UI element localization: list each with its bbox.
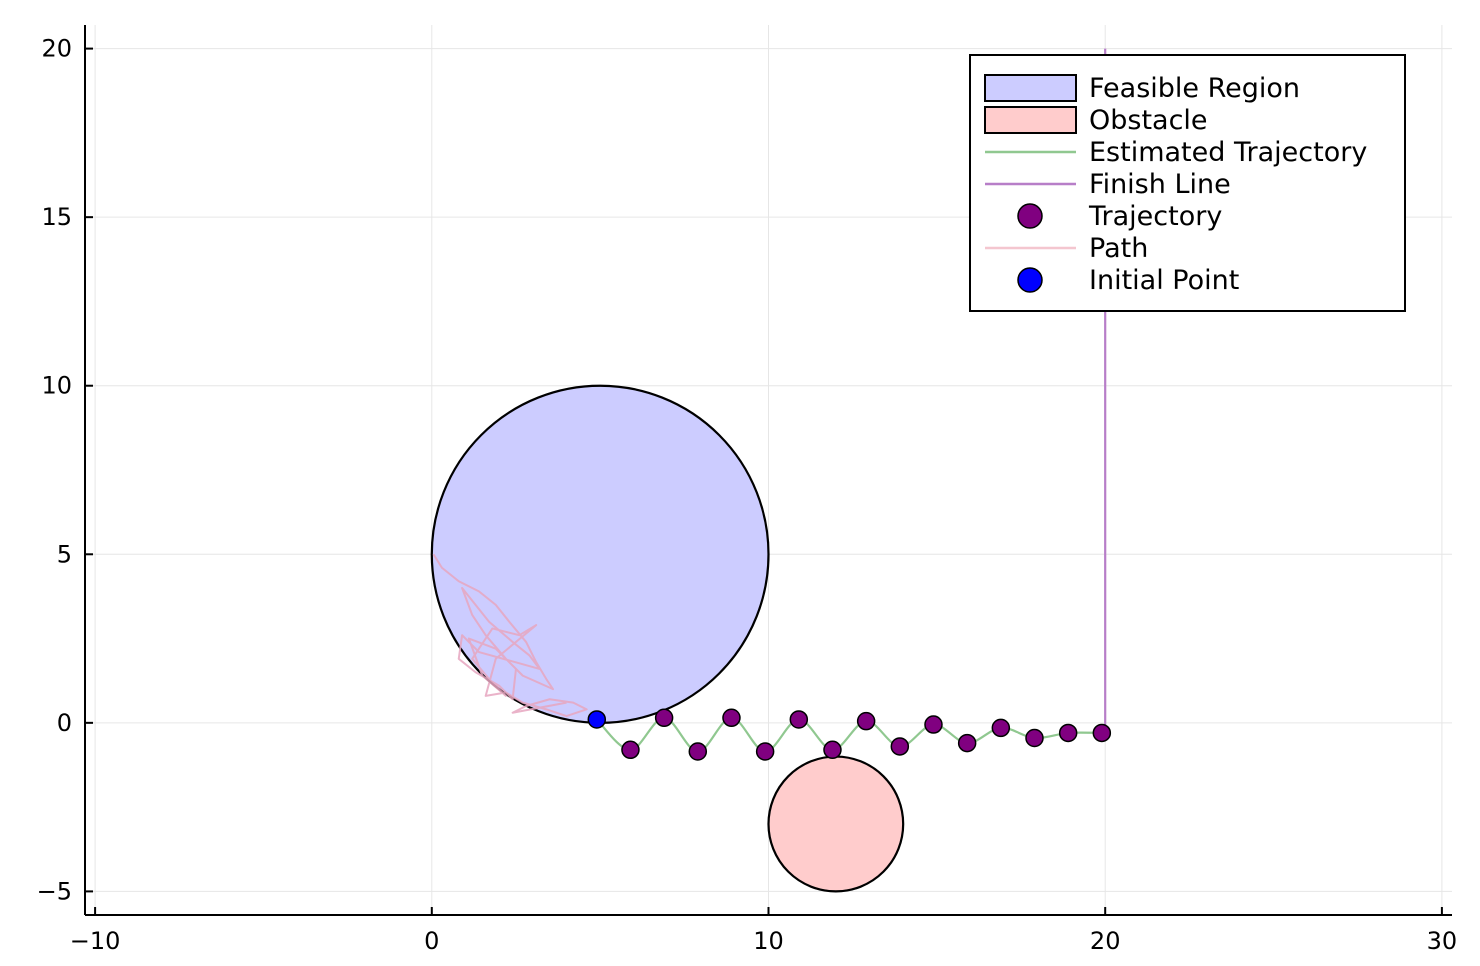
trajectory-point xyxy=(1025,728,1044,748)
legend-label-estimated-trajectory: Estimated Trajectory xyxy=(1089,137,1367,168)
y-tick-label: 15 xyxy=(41,203,72,231)
trajectory-point xyxy=(654,708,674,728)
trajectory-point xyxy=(688,742,708,761)
legend-label-finish-line: Finish Line xyxy=(1089,169,1231,200)
legend-swatch-feasible-region xyxy=(984,74,1077,102)
obstacle-circle xyxy=(767,755,905,893)
trajectory-point xyxy=(621,740,640,760)
legend-swatch-obstacle xyxy=(984,106,1077,134)
y-tick-label: −5 xyxy=(37,877,72,905)
trajectory-point xyxy=(890,737,910,756)
y-tick-label: 0 xyxy=(57,709,72,737)
trajectory-point xyxy=(957,733,977,753)
legend-label-feasible-region: Feasible Region xyxy=(1089,73,1300,104)
estimated-trajectory-line xyxy=(595,716,1102,753)
x-tick-label: 10 xyxy=(753,927,784,955)
y-tick-label: 20 xyxy=(41,35,72,63)
trajectory-point xyxy=(1092,723,1112,743)
legend-swatch-initial-point xyxy=(1017,267,1043,293)
initial-point-point xyxy=(587,710,607,729)
x-tick-label: −10 xyxy=(70,927,121,955)
axes: −10 0 10 20 30 −5 0 5 10 15 20 xyxy=(37,25,1458,955)
y-tick-label: 10 xyxy=(41,372,72,400)
trajectory-point xyxy=(823,740,842,760)
legend-label-obstacle: Obstacle xyxy=(1089,105,1208,136)
x-tick-label: 30 xyxy=(1427,927,1458,955)
trajectory-point xyxy=(856,711,876,731)
trajectory-point xyxy=(722,708,741,728)
trajectory-point xyxy=(991,718,1011,738)
x-tick-label: 0 xyxy=(424,927,439,955)
trajectory-point xyxy=(924,715,943,734)
legend-swatch-trajectory xyxy=(1017,203,1043,229)
trajectory-point xyxy=(755,742,775,761)
x-tick-label: 20 xyxy=(1090,927,1121,955)
path-line xyxy=(432,553,588,718)
region-shapes xyxy=(430,384,905,893)
y-tick-label: 5 xyxy=(57,540,72,568)
trajectory-points xyxy=(587,708,1112,761)
legend-label-initial-point: Initial Point xyxy=(1089,265,1239,296)
legend-label-path: Path xyxy=(1089,233,1148,264)
legend-label-trajectory: Trajectory xyxy=(1088,201,1222,232)
trajectory-point xyxy=(789,710,809,729)
trajectory-point xyxy=(1058,723,1078,743)
